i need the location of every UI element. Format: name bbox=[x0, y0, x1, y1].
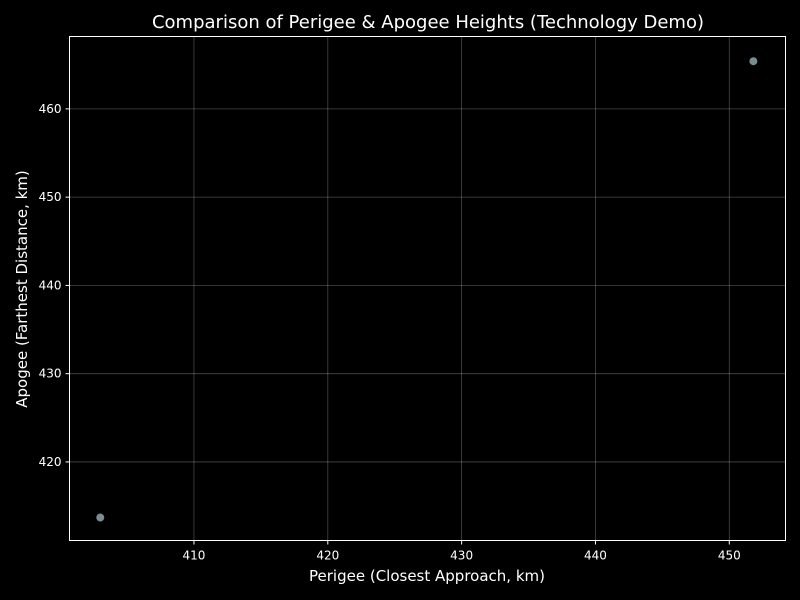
x-axis-label: Perigee (Closest Approach, km) bbox=[309, 567, 545, 585]
y-tick-label: 450 bbox=[39, 190, 62, 204]
x-tick-label: 410 bbox=[183, 549, 206, 563]
scatter-point bbox=[96, 513, 105, 522]
y-tick-label: 460 bbox=[39, 102, 62, 116]
y-tick-label: 420 bbox=[39, 455, 62, 469]
ticks-layer: 410 420 430 440 450 420 430 440 450 460 bbox=[39, 102, 741, 563]
x-tick-label: 430 bbox=[450, 549, 473, 563]
x-tick-label: 450 bbox=[718, 549, 741, 563]
x-tick-label: 420 bbox=[316, 549, 339, 563]
scatter-point bbox=[749, 57, 758, 66]
plot-frame bbox=[69, 36, 786, 541]
points-layer bbox=[96, 57, 758, 522]
chart-title: Comparison of Perigee & Apogee Heights (… bbox=[152, 12, 704, 33]
y-tick-label: 440 bbox=[39, 278, 62, 292]
y-tick-label: 430 bbox=[39, 367, 62, 381]
x-tick-label: 440 bbox=[584, 549, 607, 563]
grid-layer bbox=[69, 36, 786, 541]
y-axis-label: Apogee (Farthest Distance, km) bbox=[13, 170, 31, 408]
